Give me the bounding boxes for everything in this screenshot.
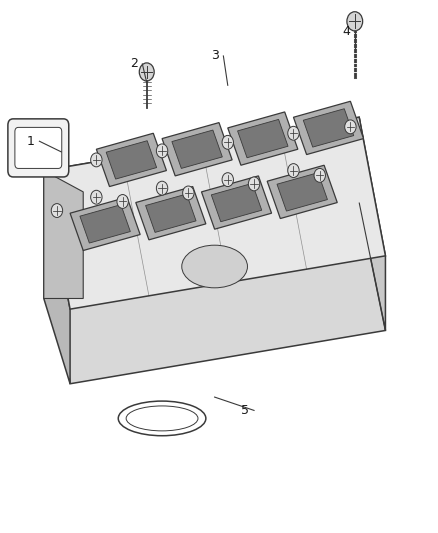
- Polygon shape: [211, 183, 262, 222]
- Text: 3: 3: [211, 50, 219, 62]
- Polygon shape: [359, 117, 385, 330]
- Text: 1: 1: [27, 135, 35, 148]
- FancyBboxPatch shape: [15, 127, 62, 168]
- Circle shape: [156, 181, 168, 195]
- Polygon shape: [44, 171, 70, 384]
- Polygon shape: [44, 171, 83, 298]
- Polygon shape: [44, 117, 385, 309]
- Polygon shape: [228, 112, 298, 165]
- Polygon shape: [106, 141, 157, 179]
- Circle shape: [347, 12, 363, 31]
- Circle shape: [345, 120, 356, 134]
- Circle shape: [248, 177, 260, 191]
- Polygon shape: [70, 197, 140, 251]
- Circle shape: [91, 153, 102, 167]
- Circle shape: [51, 204, 63, 217]
- Polygon shape: [237, 119, 288, 158]
- Text: 4: 4: [342, 26, 350, 38]
- Polygon shape: [201, 176, 272, 229]
- Circle shape: [183, 186, 194, 200]
- Polygon shape: [293, 101, 364, 155]
- FancyBboxPatch shape: [8, 119, 69, 177]
- Polygon shape: [136, 187, 206, 240]
- Circle shape: [288, 164, 299, 177]
- Polygon shape: [162, 123, 232, 176]
- Circle shape: [156, 144, 168, 158]
- Polygon shape: [359, 203, 385, 330]
- Circle shape: [117, 195, 128, 208]
- Circle shape: [288, 126, 299, 140]
- Circle shape: [314, 168, 325, 182]
- Polygon shape: [267, 165, 337, 219]
- Polygon shape: [96, 133, 166, 187]
- Circle shape: [91, 190, 102, 204]
- Circle shape: [222, 173, 233, 187]
- Circle shape: [139, 63, 154, 81]
- Polygon shape: [145, 194, 196, 232]
- Polygon shape: [172, 130, 223, 168]
- Text: 2: 2: [130, 58, 138, 70]
- Ellipse shape: [118, 401, 206, 436]
- Polygon shape: [303, 109, 354, 147]
- Ellipse shape: [126, 406, 198, 431]
- Polygon shape: [80, 205, 131, 243]
- Ellipse shape: [182, 245, 247, 288]
- Polygon shape: [44, 117, 385, 384]
- Polygon shape: [277, 173, 328, 211]
- Circle shape: [222, 135, 233, 149]
- Text: 5: 5: [241, 404, 249, 417]
